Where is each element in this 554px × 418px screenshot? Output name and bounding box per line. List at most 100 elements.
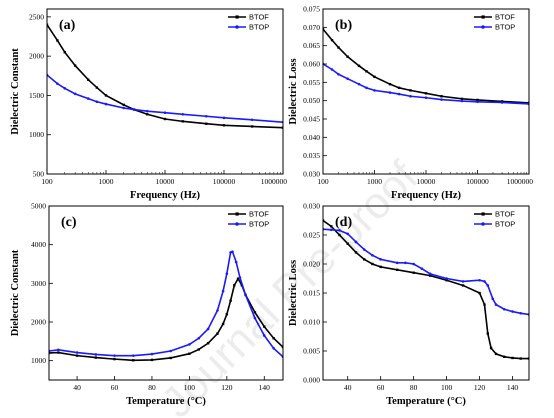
data-point-btof (236, 277, 240, 280)
plot-frame (48, 205, 284, 381)
data-point-btof (330, 225, 333, 228)
data-point-btop (73, 92, 77, 96)
data-point-btof (253, 311, 257, 314)
data-point-btof (233, 284, 236, 287)
legend-marker-btof (235, 212, 239, 216)
data-point-btof (57, 351, 60, 354)
series-line-btof (323, 28, 529, 104)
y-axis-title: Dielectric Constant (10, 48, 21, 135)
data-point-btop (371, 254, 374, 257)
data-point-btop (357, 82, 361, 86)
data-point-btof (428, 274, 432, 277)
data-point-btop (150, 352, 154, 356)
y-tick-label: 0.065 (303, 41, 320, 50)
data-point-btof (225, 313, 229, 316)
data-point-btop (346, 232, 350, 236)
data-point-btof (388, 82, 392, 86)
data-point-btop (132, 108, 136, 111)
x-tick-label: 140 (507, 383, 519, 392)
data-point-btop (502, 307, 506, 311)
data-point-btof (169, 356, 172, 360)
data-point-btop (365, 86, 368, 90)
data-point-btof (150, 358, 154, 362)
x-tick-label: 60 (377, 383, 385, 392)
data-point-btop (221, 289, 225, 293)
data-point-btof (519, 357, 522, 360)
x-tick-label: 40 (73, 383, 81, 392)
y-tick-label: 0.015 (303, 289, 320, 298)
x-tick-label: 100000 (466, 177, 489, 186)
data-point-btop (75, 351, 79, 354)
data-point-btof (494, 352, 498, 356)
data-point-btof (346, 55, 349, 58)
data-point-btof (337, 46, 340, 49)
data-point-btop (494, 303, 498, 306)
data-point-btop (412, 262, 415, 266)
panel-label: (c) (61, 215, 77, 230)
data-point-btof (365, 70, 368, 73)
data-point-btop (491, 297, 495, 301)
data-point-btop (461, 280, 465, 283)
data-point-btop (253, 316, 257, 320)
data-point-btop (204, 114, 208, 118)
panel-label: (b) (335, 18, 352, 33)
plot-frame (322, 8, 530, 175)
data-point-btof (94, 356, 97, 359)
data-point-btop (145, 109, 149, 113)
plot-frame (46, 8, 284, 175)
legend-label-btop: BTOP (249, 220, 269, 229)
x-tick-label: 40 (344, 383, 352, 392)
legend-marker-btop (481, 222, 485, 226)
data-point-btop (409, 94, 412, 98)
data-point-btof (338, 233, 341, 237)
data-point-btop (63, 87, 67, 90)
data-point-btof (95, 86, 99, 89)
data-point-btof (205, 122, 208, 125)
data-point-btop (104, 102, 108, 106)
data-point-btop (511, 310, 514, 313)
data-point-btop (86, 97, 90, 100)
data-point-btop (354, 240, 358, 244)
data-point-btop (397, 92, 401, 96)
y-tick-label: 3000 (31, 279, 46, 288)
y-tick-label: 4000 (31, 240, 46, 249)
data-point-btop (445, 277, 448, 280)
x-tick-label: 1000 (99, 177, 114, 186)
data-point-btop (113, 354, 116, 357)
data-point-btof (440, 95, 443, 98)
data-point-btof (357, 64, 361, 68)
data-point-btof (395, 268, 399, 271)
data-point-btof (181, 120, 184, 123)
data-point-btof (49, 351, 51, 355)
series-group (49, 250, 283, 362)
legend-label-btof: BTOF (249, 210, 269, 219)
y-tick-label: 0.070 (303, 23, 320, 32)
data-point-btop (197, 336, 201, 340)
legend-label-btop: BTOP (495, 220, 515, 229)
y-tick-label: 500 (33, 170, 45, 179)
y-tick-label: 0.035 (303, 151, 320, 160)
data-point-btop (500, 101, 504, 104)
legend-label-btof: BTOF (249, 13, 269, 22)
data-point-btof (330, 38, 334, 42)
data-point-btop (216, 309, 219, 312)
x-tick-label: 80 (410, 383, 418, 392)
data-point-btop (56, 82, 59, 85)
data-point-btop (440, 98, 443, 101)
data-point-btof (503, 355, 506, 358)
y-tick-label: 0.005 (303, 347, 320, 356)
data-point-btop (346, 77, 349, 80)
data-point-btof (483, 303, 486, 306)
data-point-btop (460, 99, 464, 103)
legend-label-btof: BTOF (495, 210, 515, 219)
data-point-btof (87, 78, 90, 81)
data-point-btof (478, 291, 481, 295)
data-point-btop (478, 278, 481, 282)
x-tick-label: 10000 (417, 177, 436, 186)
data-point-btop (181, 112, 185, 116)
data-point-btof (412, 271, 415, 274)
data-point-btof (476, 98, 479, 102)
series-line-btof (323, 219, 529, 360)
y-tick-label: 0.045 (303, 115, 320, 124)
y-axis-title: Dielectric Loss (288, 260, 299, 326)
